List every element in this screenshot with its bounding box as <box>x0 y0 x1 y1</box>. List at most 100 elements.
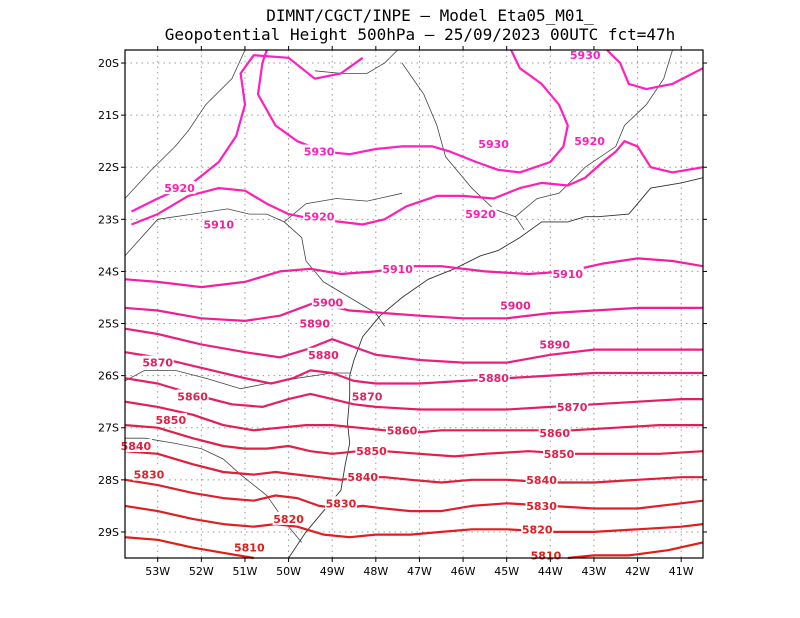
x-tick-label: 43W <box>582 565 607 578</box>
y-tick-label: 29S <box>98 526 119 539</box>
contour-label: 5920 <box>164 182 195 195</box>
x-tick-label: 44W <box>538 565 563 578</box>
contour-labels: 5930 5930 5930 5920 5920 5920 5920 5910 5910 5910… <box>119 48 606 562</box>
contour-label-background <box>569 48 602 62</box>
contour-line-5840 <box>124 450 703 484</box>
contour-label-background <box>381 261 414 275</box>
contour-line-5860 <box>124 400 703 435</box>
contour-label-background <box>163 181 196 195</box>
contour-label-background <box>538 425 571 439</box>
contour-label: 5890 <box>539 338 570 351</box>
contour-label: 5910 <box>552 268 583 281</box>
contour-label-background <box>477 136 510 150</box>
chart-title-line-1: DIMNT/CGCT/INPE – Model Eta05_M01_ <box>266 6 594 25</box>
x-tick-label: 46W <box>451 565 476 578</box>
contour-line-5830 <box>124 478 704 513</box>
contour-label-background <box>307 347 340 361</box>
contour-label: 5860 <box>177 390 208 403</box>
contour-label: 5820 <box>273 513 304 526</box>
x-tick-label: 47W <box>407 565 432 578</box>
x-tick-label: 45W <box>494 565 519 578</box>
contour-label-background <box>132 467 165 481</box>
contour-label: 5920 <box>465 208 496 221</box>
contour-label-background <box>386 423 419 437</box>
x-tick-label: 50W <box>276 565 301 578</box>
contour-line-5900 <box>124 301 703 322</box>
y-tick-label: 23S <box>98 213 119 226</box>
contour-line-5920 <box>131 140 704 226</box>
x-tick-label: 52W <box>189 565 214 578</box>
contour-label-background <box>176 389 209 403</box>
contour-label: 5860 <box>539 427 570 440</box>
state-border <box>401 62 525 231</box>
state-border <box>124 49 246 199</box>
contour-label-background <box>543 446 576 460</box>
contour-label: 5910 <box>382 263 413 276</box>
contour-label: 5840 <box>347 471 378 484</box>
state-border <box>283 192 403 223</box>
contour-line-5880 <box>124 351 703 385</box>
contour-label-background <box>551 267 584 281</box>
contour-label-background <box>311 295 344 309</box>
x-tick-label: 41W <box>669 565 694 578</box>
contour-label: 5850 <box>544 448 575 461</box>
x-tick-label: 53W <box>145 565 170 578</box>
contour-label: 5880 <box>308 349 339 362</box>
y-tick-label: 21S <box>98 109 119 122</box>
contour-label: 5830 <box>326 497 357 510</box>
contour-label-background <box>351 389 384 403</box>
contour-label: 5830 <box>134 469 165 482</box>
contour-label: 5820 <box>522 523 553 536</box>
geopotential-contours <box>124 49 704 560</box>
contour-label: 5910 <box>203 219 234 232</box>
contour-label-background <box>556 399 589 413</box>
contour-label: 5830 <box>526 500 557 513</box>
contour-label-background <box>499 298 532 312</box>
x-tick-label: 42W <box>625 565 650 578</box>
contour-label-background <box>202 217 235 231</box>
contour-label-background <box>355 444 388 458</box>
contour-line-5910 <box>124 257 704 289</box>
y-tick-label: 25S <box>98 318 119 331</box>
contour-label-background <box>464 207 497 221</box>
chart-title-line-2: Geopotential Height 500hPa – 25/09/2023 … <box>164 25 676 44</box>
longitude-axis: 53W 52W 51W 50W 49W 48W 47W 46W 45W 44W 43W 42W 41W <box>145 46 694 578</box>
contour-label: 5850 <box>155 414 186 427</box>
coastline <box>288 177 704 559</box>
contour-label-background <box>154 412 187 426</box>
contour-label: 5870 <box>557 401 588 414</box>
contour-label-background <box>538 337 571 351</box>
contour-line-5930 <box>256 49 569 174</box>
contour-label: 5890 <box>299 318 330 331</box>
contour-label-background <box>119 438 152 452</box>
y-tick-label: 27S <box>98 422 119 435</box>
contour-label: 5920 <box>574 135 605 148</box>
contour-label: 5900 <box>313 297 344 310</box>
contour-label: 5850 <box>356 445 387 458</box>
contour-label: 5920 <box>304 211 335 224</box>
x-tick-label: 49W <box>320 565 345 578</box>
contour-line-5810 <box>567 541 704 560</box>
contour-label-background <box>324 496 357 510</box>
y-tick-label: 24S <box>98 265 119 278</box>
contour-label-background <box>141 355 174 369</box>
contour-label-background <box>233 540 266 554</box>
contour-label-background <box>272 511 305 525</box>
contour-label-background <box>298 316 331 330</box>
plot-frame <box>124 49 704 559</box>
contour-label: 5880 <box>478 372 509 385</box>
contour-label-background <box>573 134 606 148</box>
contour-label-background <box>303 144 336 158</box>
y-tick-label: 28S <box>98 474 119 487</box>
contour-label-background <box>346 470 379 484</box>
contour-label: 5840 <box>121 440 152 453</box>
contour-label-background <box>477 371 510 385</box>
contour-label: 5930 <box>478 138 509 151</box>
y-tick-label: 22S <box>98 161 119 174</box>
contour-label-background <box>521 522 554 536</box>
contour-label: 5930 <box>304 146 335 159</box>
contour-label: 5870 <box>142 357 173 370</box>
contour-label: 5840 <box>526 474 557 487</box>
contour-line-5930 <box>606 49 704 91</box>
